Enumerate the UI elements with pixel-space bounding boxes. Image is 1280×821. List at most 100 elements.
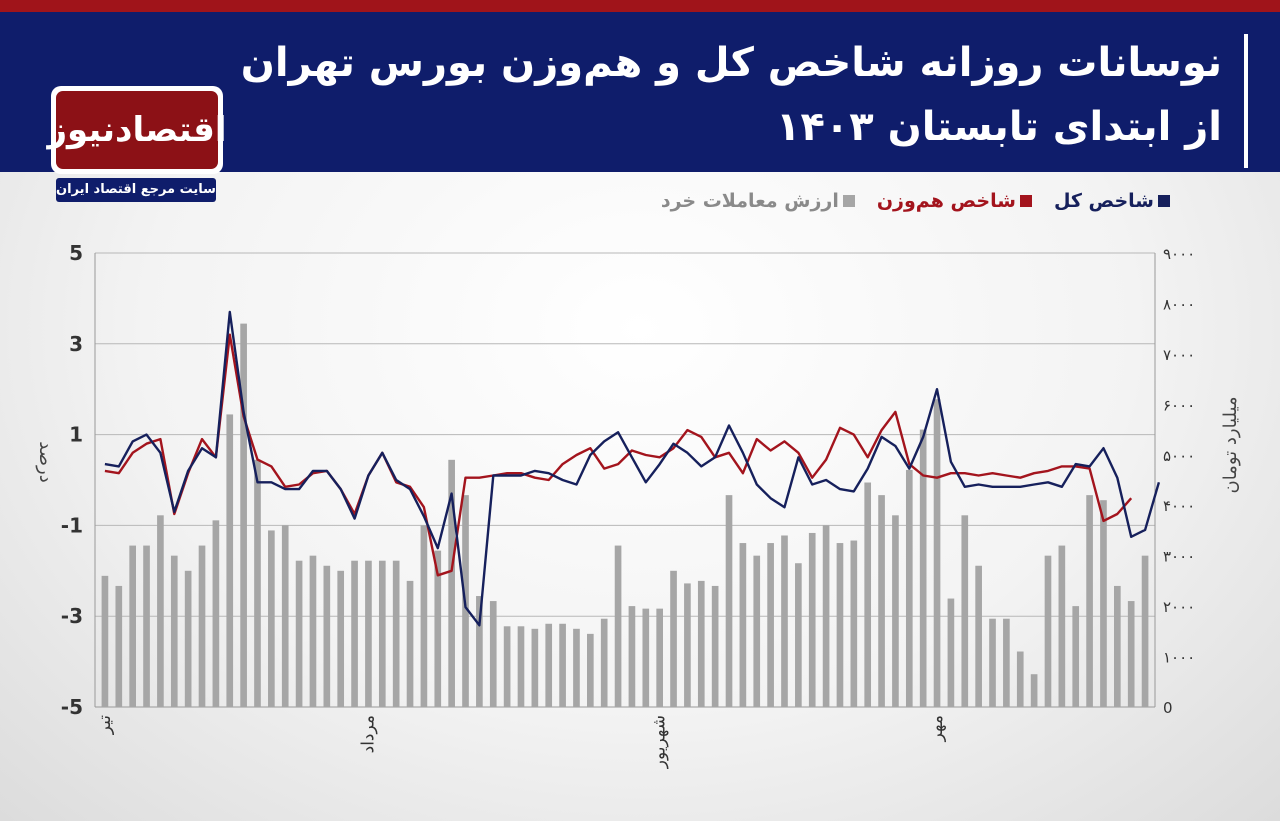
- volume-bar: [517, 626, 525, 707]
- volume-bar: [212, 520, 220, 707]
- brand-logo-text: اقتصادنیوز: [47, 91, 227, 169]
- volume-bar: [1100, 500, 1107, 707]
- right-tick-label: ۸۰۰۰: [1163, 295, 1195, 313]
- volume-bar: [503, 626, 511, 707]
- left-tick-label: -3: [61, 604, 83, 628]
- volume-bar: [337, 570, 345, 707]
- left-axis-title: درصد: [35, 441, 56, 482]
- volume-bar: [170, 555, 178, 707]
- volume-bar: [1016, 651, 1024, 707]
- volume-bar: [628, 606, 636, 707]
- right-tick-label: ۷۰۰۰: [1163, 346, 1195, 364]
- x-month-label: تیر: [95, 715, 115, 736]
- volume-bar: [406, 580, 414, 707]
- volume-bar: [919, 429, 927, 707]
- volume-bar: [351, 560, 358, 707]
- volume-bar: [157, 515, 164, 707]
- volume-bar: [1086, 495, 1093, 707]
- volume-bar: [1127, 601, 1135, 707]
- volume-bar: [268, 530, 275, 707]
- volume-bar: [434, 550, 442, 707]
- volume-bar: [1058, 545, 1066, 707]
- volume-bar: [905, 469, 913, 707]
- left-tick-label: 1: [69, 423, 83, 447]
- legend-equal-swatch: [1019, 195, 1032, 207]
- volume-bar: [975, 565, 982, 707]
- legend-volume-swatch: [842, 195, 855, 207]
- volume-bar: [961, 515, 969, 707]
- volume-bar: [323, 565, 331, 707]
- volume-bar: [850, 540, 858, 707]
- volume-bar: [725, 495, 733, 707]
- x-month-label: مهر: [927, 715, 947, 742]
- right-tick-label: ۳۰۰۰: [1163, 548, 1195, 566]
- x-month-label: مرداد: [358, 715, 378, 753]
- volume-bar: [1072, 606, 1080, 707]
- volume-bar: [947, 598, 955, 707]
- volume-bar: [795, 563, 802, 707]
- volume-bar: [573, 628, 580, 707]
- volume-bar: [642, 608, 650, 707]
- volume-bar: [198, 545, 206, 707]
- top-accent-bar: [0, 0, 1280, 12]
- legend-total-label: شاخص کل: [1053, 190, 1154, 212]
- volume-bar: [878, 495, 885, 707]
- volume-bar: [281, 525, 289, 707]
- volume-bar: [697, 580, 705, 707]
- volume-bar: [240, 323, 247, 707]
- volume-bar: [295, 560, 303, 707]
- right-tick-label: 0: [1163, 699, 1173, 717]
- volume-bar: [587, 633, 594, 707]
- volume-bar: [1030, 674, 1038, 707]
- volume-bar: [933, 399, 941, 707]
- volume-bar: [656, 608, 663, 707]
- title-divider: [1244, 34, 1248, 168]
- volume-bar: [115, 585, 123, 707]
- legend-equal-label: شاخص هم‌وزن: [876, 190, 1016, 212]
- volume-bar: [559, 623, 566, 707]
- volume-bar: [378, 560, 386, 707]
- left-tick-label: -1: [61, 513, 83, 537]
- chart-subtitle: از ابتدای تابستان ۱۴۰۳: [776, 104, 1222, 150]
- volume-bar: [1044, 555, 1052, 707]
- left-tick-label: -5: [61, 695, 83, 719]
- volume-bar: [670, 570, 677, 707]
- right-tick-label: ۴۰۰۰: [1163, 497, 1195, 515]
- volume-bar: [309, 555, 317, 707]
- volume-bar: [545, 623, 553, 707]
- volume-bar: [476, 596, 483, 707]
- volume-bar: [101, 575, 109, 707]
- volume-bar: [420, 525, 428, 707]
- right-tick-label: ۲۰۰۰: [1163, 598, 1195, 616]
- volume-bar: [767, 543, 774, 707]
- x-month-label: شهریور: [650, 715, 670, 769]
- volume-bar: [489, 601, 497, 707]
- volume-bar: [822, 525, 830, 707]
- left-tick-label: 3: [69, 332, 83, 356]
- volume-bar: [365, 560, 372, 707]
- volume-bar: [711, 585, 719, 707]
- right-tick-label: ۶۰۰۰: [1163, 396, 1195, 414]
- volume-bar: [531, 628, 539, 707]
- volume-bar: [600, 618, 608, 707]
- volume-bar: [864, 482, 872, 707]
- brand-logo: اقتصادنیوز: [47, 86, 227, 174]
- volume-bar: [226, 414, 234, 707]
- volume-bar: [684, 583, 691, 707]
- right-tick-label: ۱۰۰۰: [1163, 649, 1195, 667]
- legend-total-swatch: [1158, 195, 1170, 207]
- volume-bar: [808, 532, 816, 707]
- volume-bar: [1141, 555, 1149, 707]
- equal-weight-index-line: [104, 333, 1133, 577]
- volume-bar: [448, 459, 455, 707]
- volume-bar: [129, 545, 136, 707]
- right-axis-title: میلیارد تومان: [1220, 396, 1241, 493]
- legend-total-index: شاخص کل: [1054, 190, 1170, 212]
- volume-bar: [892, 515, 899, 707]
- volume-bar: [1114, 585, 1121, 707]
- volume-bar: [143, 545, 150, 707]
- legend-volume: ارزش معاملات خرد: [661, 190, 855, 212]
- chart-legend: شاخص کل شاخص هم‌وزن ارزش معاملات خرد: [661, 190, 1170, 212]
- volume-bar: [392, 560, 400, 707]
